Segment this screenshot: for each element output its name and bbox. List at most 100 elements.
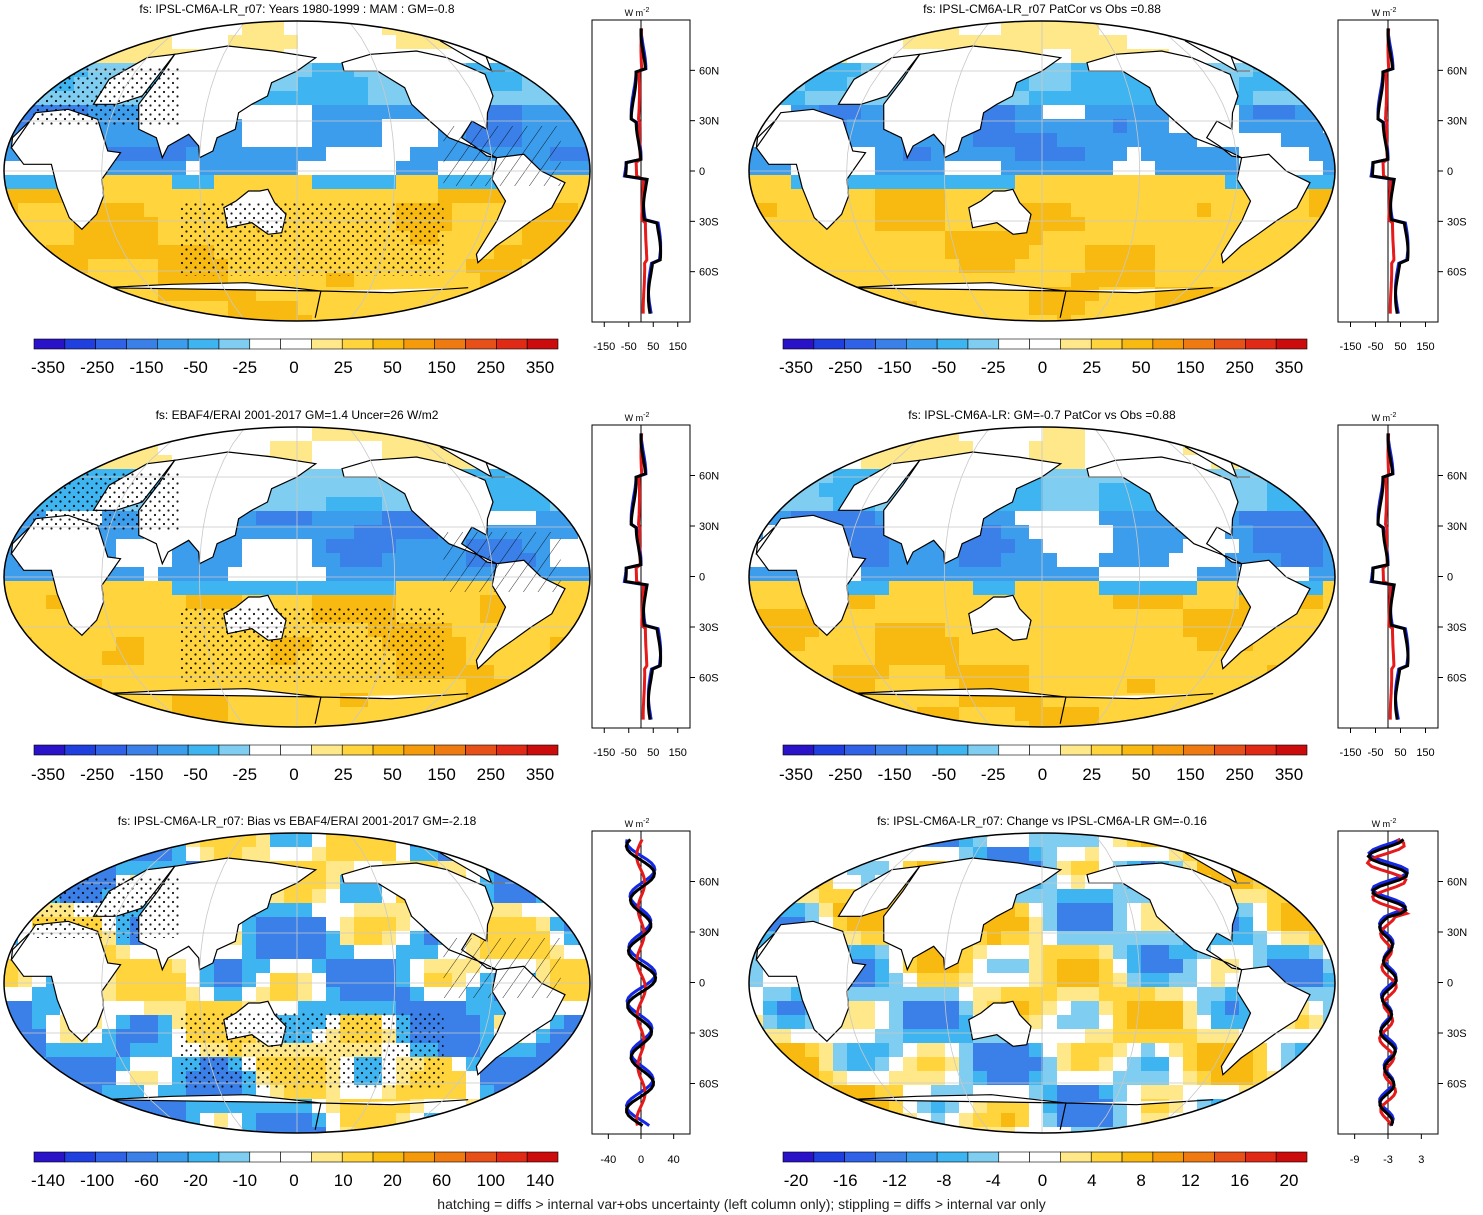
colorbar-swatch (341, 744, 374, 756)
land-antarctica (101, 282, 469, 318)
zonal-line-black (1366, 838, 1409, 1127)
colorbar-label: -150 (129, 765, 163, 784)
colorbar-swatch (998, 1151, 1030, 1163)
zonal-lat-label: 30N (699, 521, 719, 533)
colorbar-label: 350 (526, 358, 554, 377)
zonal-lat-label: 30S (1447, 216, 1467, 228)
colorbar-label: 0 (289, 1171, 298, 1190)
colorbar-label: -150 (129, 358, 163, 377)
land-namerica (1086, 456, 1242, 565)
colorbar-swatch (465, 338, 497, 350)
colorbar-swatch (126, 338, 158, 350)
zonal-lat-label: 60S (1447, 1079, 1467, 1091)
zonal-mean-plot: W m-2 60N 30N 0 30S 60S -9 -3 3 (1337, 818, 1467, 1166)
colorbar-swatch (126, 744, 158, 756)
land-asia (138, 857, 318, 972)
zonal-line-black (1370, 433, 1410, 720)
panel-title: fs: IPSL-CM6A-LR_r07: Bias vs EBAF4/ERAI… (118, 814, 477, 828)
zonal-x-tick: -150 (1339, 341, 1361, 353)
colorbar-swatch (249, 744, 281, 756)
colorbar-label: 12 (1181, 1171, 1200, 1190)
colorbar-swatch (936, 338, 969, 350)
zonal-lat-label: 0 (1447, 572, 1453, 584)
zonal-line-red (634, 28, 649, 314)
colorbar-swatch (1121, 338, 1154, 350)
colorbar-swatch (998, 338, 1030, 350)
colorbar-label: -60 (134, 1171, 159, 1190)
colorbar-swatch (1275, 744, 1308, 756)
colorbar-swatch (64, 744, 96, 756)
colorbar-swatch (936, 1151, 969, 1163)
colorbar-swatch (875, 338, 907, 350)
colorbar-swatch (1090, 1151, 1123, 1163)
colorbar-swatch (403, 338, 436, 350)
colorbar-swatch (1214, 1151, 1246, 1163)
land-australia (968, 594, 1032, 641)
zonal-lat-label: 30N (1447, 521, 1467, 533)
colorbar-swatch (1060, 1151, 1092, 1163)
colorbar-swatch (875, 1151, 907, 1163)
colorbar-swatch (967, 338, 1000, 350)
land-asia (883, 45, 1063, 160)
zonal-lat-label: 60S (699, 673, 719, 685)
land-asia (883, 857, 1063, 972)
zonal-lat-label: 30S (699, 216, 719, 228)
land-samerica (1220, 965, 1311, 1076)
colorbar-swatch (1060, 338, 1092, 350)
colorbar-label: 100 (477, 1171, 505, 1190)
colorbar-swatch (187, 744, 220, 756)
land-africa (755, 920, 867, 1043)
colorbar-label: 0 (1038, 1171, 1047, 1190)
panel-title: fs: IPSL-CM6A-LR_r07: Change vs IPSL-CM6… (877, 814, 1207, 828)
zonal-mean-plot: W m-2 60N 30N 0 30S 60S -40 0 40 (591, 818, 719, 1166)
zonal-mean-plot: W m-2 60N 30N 0 30S 60S -150 -50 50 150 (1337, 412, 1467, 759)
stippling-region (33, 878, 180, 938)
colorbar-swatch (813, 338, 845, 350)
zonal-lat-label: 30S (699, 1028, 719, 1040)
colorbar-swatch (64, 338, 96, 350)
colorbar-label: -50 (932, 765, 957, 784)
zonal-x-tick: 3 (1418, 1154, 1424, 1166)
colorbar-swatch (280, 1151, 312, 1163)
colorbar-label: 25 (1082, 765, 1101, 784)
colorbar-swatch (156, 338, 189, 350)
colorbar-swatch (844, 338, 876, 350)
land-antarctica (846, 688, 1214, 724)
zonal-unit-label: W m-2 (625, 818, 650, 829)
colorbar-label: -250 (828, 765, 862, 784)
colorbar-label: 150 (1176, 765, 1204, 784)
zonal-unit-label: W m-2 (1372, 818, 1397, 829)
map-field (4, 833, 590, 1133)
colorbar-label: 16 (1230, 1171, 1249, 1190)
colorbar-label: 20 (1280, 1171, 1299, 1190)
zonal-lat-label: 60S (699, 267, 719, 279)
colorbar-swatch (187, 338, 220, 350)
colorbar-swatch (33, 744, 66, 756)
colorbar-swatch (1090, 338, 1123, 350)
colorbar-swatch (1245, 744, 1277, 756)
zonal-lat-label: 0 (1447, 166, 1453, 178)
colorbar-label: 50 (383, 358, 402, 377)
zonal-x-tick: 150 (1416, 341, 1434, 353)
colorbar-label: -250 (80, 765, 114, 784)
colorbar-swatch (905, 338, 938, 350)
land-africa (10, 514, 122, 637)
panel-title: fs: EBAF4/ERAI 2001-2017 GM=1.4 Uncer=26… (156, 408, 439, 422)
land-antarctica (101, 688, 469, 724)
zonal-unit-exponent: -2 (643, 818, 649, 825)
zonal-x-tick: 150 (669, 747, 687, 759)
zonal-x-tick: -150 (593, 747, 615, 759)
colorbar-swatch (967, 1151, 1000, 1163)
zonal-lat-label: 30S (1447, 1028, 1467, 1040)
colorbar-label: -150 (878, 358, 912, 377)
zonal-lat-label: 60S (1447, 673, 1467, 685)
colorbar-label: 150 (427, 765, 455, 784)
stippling-region (33, 472, 180, 532)
map-border (3, 426, 591, 728)
colorbar-label: 8 (1136, 1171, 1145, 1190)
colorbar-label: 10 (334, 1171, 353, 1190)
zonal-lat-label: 0 (699, 166, 705, 178)
zonal-lat-label: 30N (699, 116, 719, 128)
zonal-unit-exponent: -2 (643, 412, 649, 419)
colorbar-label: 50 (1132, 765, 1151, 784)
